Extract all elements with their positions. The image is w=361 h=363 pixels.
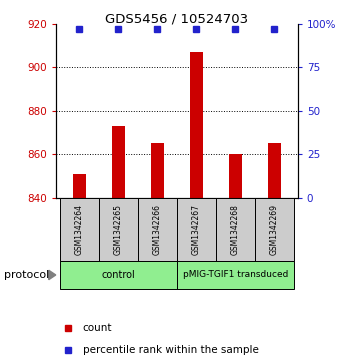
Text: count: count — [83, 323, 112, 333]
Bar — [73, 174, 86, 198]
Bar — [177, 198, 216, 261]
Text: GDS5456 / 10524703: GDS5456 / 10524703 — [105, 13, 248, 26]
Text: GSM1342266: GSM1342266 — [153, 204, 162, 255]
Text: control: control — [101, 270, 135, 280]
Bar — [255, 198, 294, 261]
Bar — [268, 143, 281, 198]
Bar — [138, 198, 177, 261]
Bar — [151, 143, 164, 198]
Text: GSM1342265: GSM1342265 — [114, 204, 123, 255]
Text: percentile rank within the sample: percentile rank within the sample — [83, 345, 258, 355]
Text: protocol: protocol — [4, 270, 49, 280]
Text: GSM1342264: GSM1342264 — [75, 204, 84, 255]
Text: GSM1342267: GSM1342267 — [192, 204, 201, 255]
Text: GSM1342269: GSM1342269 — [270, 204, 279, 255]
Text: pMIG-TGIF1 transduced: pMIG-TGIF1 transduced — [183, 270, 288, 280]
Bar — [190, 52, 203, 198]
Bar — [177, 261, 294, 289]
Bar — [229, 154, 242, 198]
Bar — [112, 126, 125, 198]
Bar — [99, 198, 138, 261]
Bar — [60, 198, 99, 261]
Text: GSM1342268: GSM1342268 — [231, 204, 240, 255]
Bar — [60, 261, 177, 289]
Bar — [216, 198, 255, 261]
